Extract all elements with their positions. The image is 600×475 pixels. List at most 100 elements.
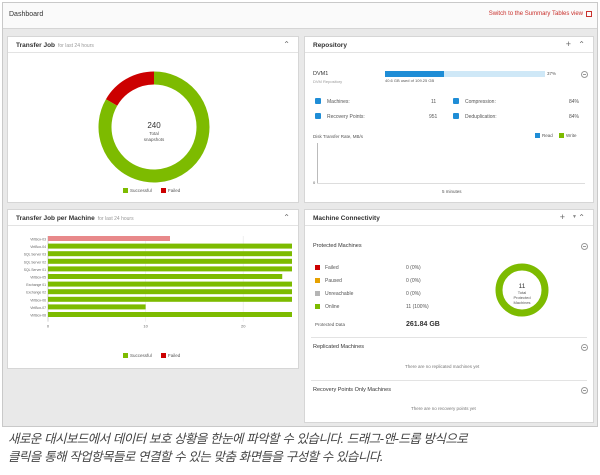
machines-icon bbox=[315, 98, 321, 104]
donut-total-value: 240 bbox=[147, 121, 161, 130]
bar-successful[interactable] bbox=[48, 266, 292, 272]
add-icon[interactable]: + bbox=[565, 39, 571, 49]
status-failed-value: 0 (0%) bbox=[406, 265, 421, 271]
recovery-points-value: 951 bbox=[429, 114, 438, 120]
bar-successful[interactable] bbox=[48, 258, 292, 264]
panel-title: Repository bbox=[313, 42, 347, 49]
panel-header: Transfer Job per Machine for last 24 hour… bbox=[8, 210, 298, 226]
remove-icon[interactable] bbox=[581, 71, 588, 78]
machines-label: Machines: bbox=[327, 99, 350, 105]
recovery-points-label: Recovery Points: bbox=[327, 114, 365, 120]
panel-title: Transfer Job for last 24 hours bbox=[16, 42, 94, 49]
legend-item-successful[interactable]: Successful bbox=[123, 188, 152, 194]
legend-item-failed[interactable]: Failed bbox=[161, 353, 180, 359]
collapse-section-icon[interactable] bbox=[581, 387, 588, 394]
collapse-section-icon[interactable] bbox=[581, 344, 588, 351]
status-failed-swatch bbox=[315, 265, 320, 270]
transfer-job-per-machine-panel: Transfer Job per Machine for last 24 hour… bbox=[7, 209, 299, 369]
collapse-icon[interactable]: ⌃ bbox=[578, 213, 585, 222]
y-tick-label: SQL Server 02 bbox=[24, 260, 46, 264]
donut-label: Total bbox=[518, 290, 527, 295]
collapse-section-icon[interactable] bbox=[581, 243, 588, 250]
caption-text: 새로운 대시보드에서 데이터 보호 상황을 한눈에 파악할 수 있습니다. 드래… bbox=[8, 430, 598, 466]
donut-slice-successful[interactable] bbox=[98, 71, 210, 183]
transfer-job-donut: 240 Total snapshots bbox=[98, 71, 210, 183]
y-tick-label: VirtBox-04 bbox=[30, 245, 46, 249]
legend-item-read[interactable]: Read bbox=[535, 133, 553, 139]
status-unreachable-swatch bbox=[315, 291, 320, 296]
transfer-rate-legend: Read Write bbox=[535, 133, 576, 139]
axis-x-label: 5 minutes bbox=[442, 189, 462, 194]
panel-header: Repository + ⌃ bbox=[305, 37, 593, 53]
repository-name[interactable]: DVM1 bbox=[313, 71, 329, 77]
status-paused-swatch bbox=[315, 278, 320, 283]
transfer-per-machine-legend: Successful Failed bbox=[123, 353, 188, 359]
transfer-rate-title: Disk Transfer Rate, MB/s bbox=[313, 134, 364, 139]
repository-usage-percent: 37% bbox=[547, 71, 557, 76]
panel-title: Machine Connectivity bbox=[313, 215, 380, 222]
recovery-only-title[interactable]: Recovery Points Only Machines bbox=[313, 387, 391, 393]
bar-successful[interactable] bbox=[48, 312, 292, 317]
collapse-icon[interactable]: ⌃ bbox=[578, 40, 585, 49]
machine-connectivity-panel: Machine Connectivity + ▼ ⌃ Protected Mac… bbox=[304, 209, 594, 423]
y-tick-label: VirtBox-07 bbox=[30, 306, 46, 310]
bar-successful[interactable] bbox=[48, 243, 292, 249]
y-tick-label: SQL Server 01 bbox=[24, 268, 46, 272]
y-tick-label: VirtBox-06 bbox=[30, 298, 46, 302]
status-paused-value: 0 (0%) bbox=[406, 278, 421, 284]
donut-total-value: 11 bbox=[519, 283, 526, 290]
repository-usage-text: 40.6 GB used of 109.25 GB bbox=[385, 78, 435, 83]
bar-successful[interactable] bbox=[48, 274, 283, 279]
donut-label: Machines bbox=[513, 300, 530, 305]
recovery-points-icon bbox=[315, 113, 321, 119]
repository-usage-fill bbox=[385, 71, 445, 77]
repository-type: DVM Repository bbox=[313, 79, 343, 84]
replicated-empty-message: There are no replicated machines yet bbox=[405, 364, 480, 369]
donut-slice-online[interactable] bbox=[495, 263, 549, 317]
table-view-icon[interactable] bbox=[586, 11, 592, 17]
transfer-job-panel: Transfer Job for last 24 hours ⌃ 240 Tota… bbox=[7, 36, 299, 203]
bar-successful[interactable] bbox=[48, 251, 292, 257]
transfer-rate-x-axis bbox=[317, 183, 585, 184]
donut-total-label: Total bbox=[149, 131, 159, 136]
y-tick-label: VirtBox-03 bbox=[30, 238, 46, 242]
switch-summary-tables-link[interactable]: Switch to the Summary Tables view bbox=[488, 11, 583, 17]
protected-data-value: 261.84 GB bbox=[406, 321, 440, 328]
replicated-machines-title[interactable]: Replicated Machines bbox=[313, 344, 365, 350]
bar-successful[interactable] bbox=[48, 281, 292, 287]
status-unreachable-value: 0 (0%) bbox=[406, 291, 421, 297]
repository-usage-bar bbox=[385, 71, 545, 77]
chevron-down-icon[interactable]: ▼ bbox=[572, 214, 577, 220]
y-tick-label: VirtBox-08 bbox=[30, 314, 46, 318]
panel-subtitle: for last 24 hours bbox=[58, 43, 94, 49]
machines-value: 11 bbox=[431, 99, 437, 105]
bar-successful[interactable] bbox=[48, 289, 292, 295]
compression-value: 84% bbox=[569, 99, 580, 105]
y-tick-label: Exchange 01 bbox=[26, 283, 46, 287]
x-tick-label: 20 bbox=[241, 324, 246, 329]
donut-slice-failed[interactable] bbox=[105, 71, 155, 107]
legend-item-write[interactable]: Write bbox=[559, 133, 576, 139]
status-failed-label: Failed bbox=[325, 265, 339, 271]
bar-failed[interactable] bbox=[48, 236, 170, 241]
deduplication-value: 84% bbox=[569, 114, 580, 120]
protected-machines-donut: 11 Total Protected Machines bbox=[495, 263, 549, 317]
collapse-icon[interactable]: ⌃ bbox=[283, 213, 290, 222]
status-online-label: Online bbox=[325, 304, 340, 310]
panel-header: Transfer Job for last 24 hours ⌃ bbox=[8, 37, 298, 53]
dashboard-header: Dashboard Switch to the Summary Tables v… bbox=[3, 3, 597, 29]
bar-successful[interactable] bbox=[48, 296, 292, 302]
y-tick-label: Exchange 02 bbox=[26, 291, 46, 295]
collapse-icon[interactable]: ⌃ bbox=[283, 40, 290, 49]
protected-machines-title[interactable]: Protected Machines bbox=[313, 243, 362, 249]
y-tick-label: SQL Server 03 bbox=[24, 253, 46, 257]
section-divider bbox=[311, 337, 587, 338]
bar-successful[interactable] bbox=[48, 304, 146, 310]
add-icon[interactable]: + bbox=[559, 212, 565, 222]
x-tick-label: 0 bbox=[47, 324, 50, 329]
legend-item-failed[interactable]: Failed bbox=[161, 188, 180, 194]
axis-y-zero: 0 bbox=[313, 180, 316, 185]
transfer-job-per-machine-chart: 0 10 20 VirtBox-03 VirtBox-04 SQL Server 03 SQ… bbox=[24, 236, 292, 329]
legend-item-successful[interactable]: Successful bbox=[123, 353, 152, 359]
donut-label: Protected bbox=[513, 295, 530, 300]
